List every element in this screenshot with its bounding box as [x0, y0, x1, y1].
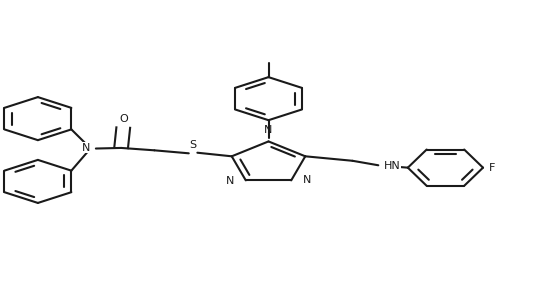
Text: O: O	[119, 114, 128, 124]
Text: F: F	[488, 163, 495, 173]
Text: HN: HN	[383, 161, 401, 171]
Text: N: N	[303, 176, 311, 185]
Text: N: N	[82, 143, 90, 153]
Text: S: S	[190, 140, 197, 150]
Text: N: N	[226, 176, 234, 186]
Text: N: N	[264, 125, 273, 135]
